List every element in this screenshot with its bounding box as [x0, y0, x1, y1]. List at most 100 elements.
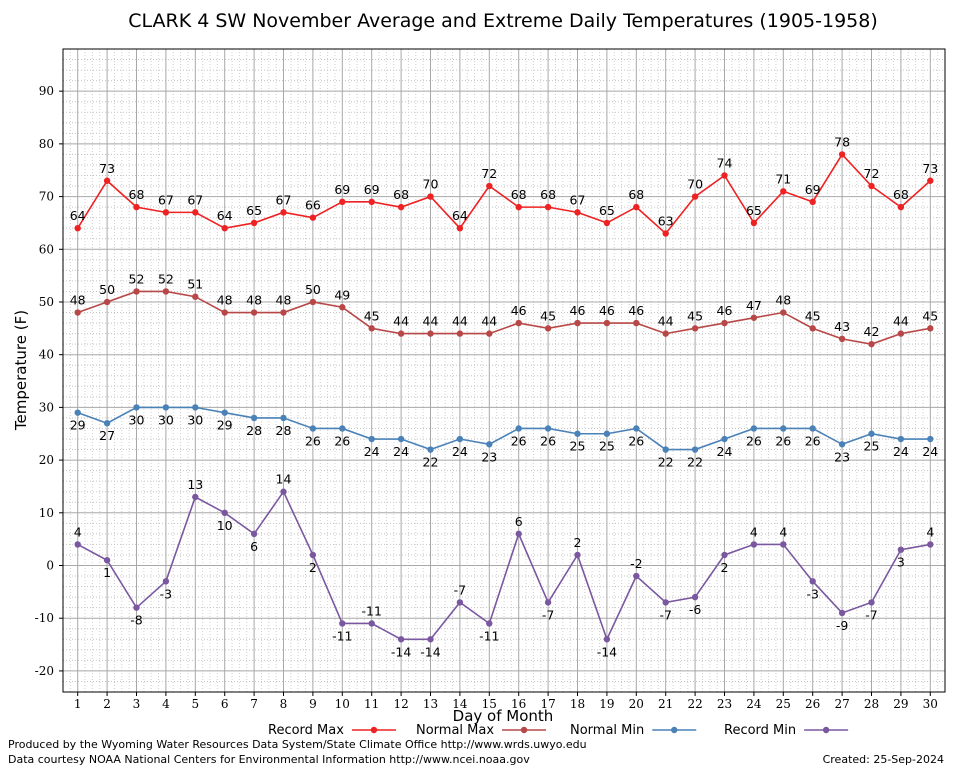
data-label: -7	[542, 607, 554, 622]
data-label: 65	[246, 203, 262, 218]
data-point	[339, 198, 346, 206]
data-point	[74, 409, 81, 416]
data-point	[544, 599, 552, 606]
data-point	[868, 430, 875, 437]
data-point	[397, 330, 405, 337]
data-point	[780, 425, 787, 432]
data-point	[838, 609, 846, 617]
data-point	[250, 530, 258, 538]
legend-marker	[822, 726, 830, 734]
data-point	[544, 325, 552, 332]
legend-marker	[370, 726, 378, 734]
data-point	[339, 425, 346, 432]
footer-data-courtesy: Data courtesy NOAA National Centers for …	[8, 753, 530, 766]
data-label: 4	[750, 524, 758, 539]
y-tick-label: 90	[39, 84, 54, 98]
x-tick-label: 25	[776, 697, 791, 711]
data-label: 65	[599, 203, 615, 218]
series-line	[77, 290, 931, 345]
y-tick-label: 80	[39, 137, 54, 151]
data-point	[603, 219, 611, 227]
data-point	[691, 325, 699, 332]
x-tick-label: 1	[74, 697, 82, 711]
data-label: 47	[746, 298, 762, 313]
data-point	[780, 541, 787, 548]
data-label: 71	[775, 171, 791, 186]
data-label: 64	[217, 208, 233, 223]
data-point	[897, 546, 905, 553]
data-point	[162, 578, 170, 585]
data-point	[427, 330, 434, 337]
data-point	[162, 288, 170, 295]
data-label: 45	[540, 308, 556, 323]
data-point	[486, 182, 493, 190]
plot-frame	[62, 48, 946, 693]
data-point	[691, 593, 699, 601]
data-label: -8	[130, 613, 143, 628]
x-tick-label: 14	[452, 697, 468, 711]
data-label: 1	[103, 565, 111, 580]
data-point	[103, 420, 111, 427]
x-tick-label: 20	[629, 697, 644, 711]
data-label: 48	[276, 293, 292, 308]
data-label: -9	[836, 618, 849, 633]
x-tick-label: 10	[335, 697, 350, 711]
data-point	[750, 541, 758, 548]
data-label: 68	[511, 187, 527, 202]
data-point	[544, 203, 552, 211]
data-label: 22	[423, 455, 439, 470]
data-label: 73	[99, 161, 115, 176]
data-point	[633, 203, 640, 211]
x-tick-label: 19	[599, 697, 614, 711]
data-label: -7	[659, 607, 671, 622]
x-tick-label: 5	[191, 697, 199, 711]
data-point	[280, 209, 287, 216]
data-label: 29	[70, 418, 86, 433]
data-point	[662, 230, 669, 237]
data-label: 24	[452, 444, 468, 459]
x-tick-label: 18	[570, 697, 585, 711]
y-tick-label: -10	[35, 611, 54, 625]
chart-title: CLARK 4 SW November Average and Extreme …	[128, 10, 878, 32]
data-label: 13	[187, 477, 203, 492]
data-point	[250, 414, 258, 422]
data-label: -6	[689, 602, 702, 617]
data-point	[633, 319, 640, 327]
data-label: 46	[570, 303, 586, 318]
data-point	[662, 330, 669, 337]
data-label: 28	[246, 423, 262, 438]
data-point	[339, 620, 346, 627]
data-label: 26	[775, 433, 791, 448]
data-label: 2	[721, 560, 729, 575]
data-label: 67	[158, 192, 174, 207]
data-point	[192, 404, 199, 411]
data-point	[486, 330, 493, 337]
data-label: 24	[393, 444, 409, 459]
data-point	[662, 446, 669, 453]
data-label: 30	[187, 412, 203, 427]
data-point	[721, 435, 728, 443]
data-point	[486, 441, 493, 448]
series-line	[77, 406, 931, 451]
x-tick-label: 21	[658, 697, 673, 711]
data-point	[368, 435, 375, 443]
data-label: 52	[129, 271, 145, 286]
data-label: 63	[658, 213, 674, 228]
data-label: 25	[599, 439, 615, 454]
data-label: 26	[511, 433, 527, 448]
data-label: 69	[805, 182, 821, 197]
data-label: -14	[420, 644, 440, 659]
data-label: 67	[570, 192, 586, 207]
data-point	[603, 319, 611, 327]
data-label: -3	[806, 586, 818, 601]
data-label: 45	[364, 308, 380, 323]
data-label: 72	[864, 166, 880, 181]
data-point	[456, 330, 464, 337]
data-point	[133, 288, 140, 295]
data-label: 26	[746, 433, 762, 448]
legend-entry-normal-max: Normal Max	[416, 723, 547, 738]
data-point	[74, 309, 81, 316]
data-label: 68	[540, 187, 556, 202]
data-label: 45	[922, 308, 938, 323]
